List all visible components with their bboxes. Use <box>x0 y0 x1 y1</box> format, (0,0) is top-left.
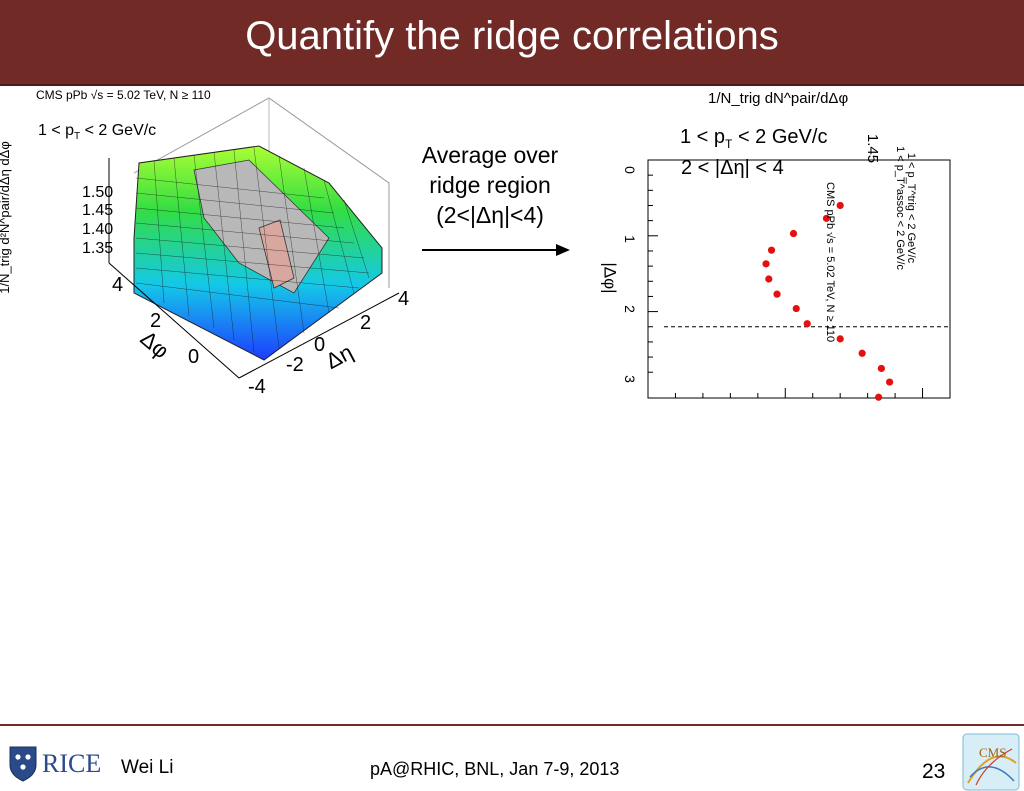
surface-plot-header: CMS pPb √s = 5.02 TeV, N ≥ 110 <box>36 88 211 102</box>
eta-range-annotation: 2 < |Δη| < 4 <box>681 157 784 179</box>
surface-pt-label: 1 < pT < 2 GeV/c <box>38 122 157 143</box>
right-arrow <box>422 244 570 256</box>
projection-plot-svg <box>647 159 951 401</box>
data-point <box>765 275 773 283</box>
data-point <box>822 214 831 222</box>
eta-tick-minus2: -2 <box>286 354 304 376</box>
data-point <box>762 260 770 268</box>
data-point <box>886 378 894 386</box>
cms-logo: CMS <box>962 733 1020 791</box>
footer-divider <box>0 724 1024 726</box>
projection-plot-figure: 1/N_trig dN^pair/dΔφ 1.45 1 < p_T^trig <… <box>590 90 960 412</box>
x-axis-label: |Δφ| <box>600 262 620 294</box>
author-name: Wei Li <box>121 757 174 778</box>
cms-logo-text: CMS <box>979 745 1006 760</box>
phi-tick-2: 2 <box>150 310 162 332</box>
projection-frame-rect <box>647 159 951 399</box>
surface-plot-figure: CMS pPb √s = 5.02 TeV, N ≥ 110 1 < pT < … <box>0 88 409 408</box>
rice-logo-text: RICE <box>42 749 101 778</box>
x-tick-3: 3 <box>621 375 638 383</box>
z-tick-3: 1.40 <box>82 221 114 238</box>
eta-tick-4: 4 <box>398 288 410 310</box>
rice-shield-icon <box>9 746 37 782</box>
y-axis-label: 1/N_trig dN^pair/dΔφ <box>708 90 849 107</box>
data-point <box>792 304 800 313</box>
page-number: 23 <box>922 760 946 783</box>
data-point <box>858 349 866 357</box>
eta-tick-2: 2 <box>360 312 372 334</box>
z-tick-1: 1.50 <box>82 184 114 201</box>
averaging-line-3: (2<|Δη|<4) <box>436 202 544 228</box>
slide-title: Quantify the ridge correlations <box>245 14 779 58</box>
legend-trig: 1 < p_T^trig < 2 GeV/c <box>905 152 918 264</box>
cms-logo-background <box>962 733 1020 791</box>
z-tick-4: 1.35 <box>82 240 114 257</box>
title-bar: Quantify the ridge correlations <box>0 0 1024 86</box>
eta-axis-line <box>238 292 400 379</box>
phi-tick-4: 4 <box>112 274 124 296</box>
surface-plot-svg <box>108 97 400 379</box>
averaging-line-1: Average over <box>421 142 559 168</box>
eta-tick-minus4: -4 <box>248 376 266 398</box>
data-point <box>877 364 885 373</box>
data-point <box>836 201 844 210</box>
data-point <box>767 246 776 254</box>
surface-peak-region <box>193 159 330 294</box>
pt-range-annotation: 1 < pT < 2 GeV/c <box>680 126 828 151</box>
data-point <box>789 229 798 238</box>
averaging-description: Average over ridge region (2<|Δη|<4) <box>405 140 575 230</box>
rice-logo: RICE <box>9 746 101 782</box>
x-tick-2: 2 <box>621 305 638 313</box>
arrow-head <box>556 244 570 256</box>
projection-plot-header: CMS pPb √s = 5.02 TeV, N ≥ 110 <box>824 182 836 343</box>
data-point <box>773 290 781 298</box>
phi-tick-0: 0 <box>188 346 200 368</box>
x-tick-1: 1 <box>621 235 638 243</box>
projection-ticks <box>648 159 924 398</box>
eta-tick-0: 0 <box>314 334 326 356</box>
y-tick-1-45: 1.45 <box>864 133 882 164</box>
surface-mesh <box>135 147 370 353</box>
z-tick-2: 1.45 <box>82 202 114 219</box>
legend-assoc: 1 < p_T^assoc < 2 GeV/c <box>893 146 906 270</box>
averaging-line-2: ridge region <box>429 172 551 198</box>
projection-frame <box>647 159 951 399</box>
data-point <box>875 393 883 401</box>
phi-axis-line <box>108 262 240 379</box>
frame-back <box>133 97 390 288</box>
data-point <box>803 320 811 328</box>
z-axis-label: 1/N_trig d²N^pair/dΔη dΔφ <box>0 141 12 294</box>
conference-info: pA@RHIC, BNL, Jan 7-9, 2013 <box>370 759 620 779</box>
x-tick-0: 0 <box>621 166 638 174</box>
data-point <box>836 335 844 343</box>
projection-data-points <box>762 201 894 401</box>
